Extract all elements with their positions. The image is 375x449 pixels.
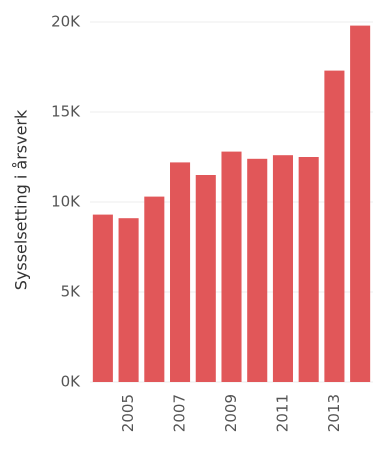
y-tick-label: 5K [61,283,82,301]
bar [324,70,345,382]
bar [170,162,191,382]
bar [195,175,216,382]
x-tick-label: 2013 [325,394,343,432]
x-tick-label: 2005 [119,394,137,432]
bar [350,25,371,382]
y-tick-label: 15K [51,103,81,121]
y-tick-label: 20K [51,13,81,31]
y-tick-label: 10K [51,193,81,211]
bar [221,151,242,382]
y-tick-label: 0K [61,373,82,391]
x-tick-label: 2007 [171,394,189,432]
bar [272,155,293,382]
x-tick-label: 2011 [273,394,291,432]
bar [298,157,319,382]
bar [247,158,268,382]
y-axis-title: Sysselsetting i årsverk [12,109,31,290]
bar [144,196,165,382]
bar [92,214,113,382]
bar [118,218,139,382]
x-tick-label: 2009 [222,394,240,432]
